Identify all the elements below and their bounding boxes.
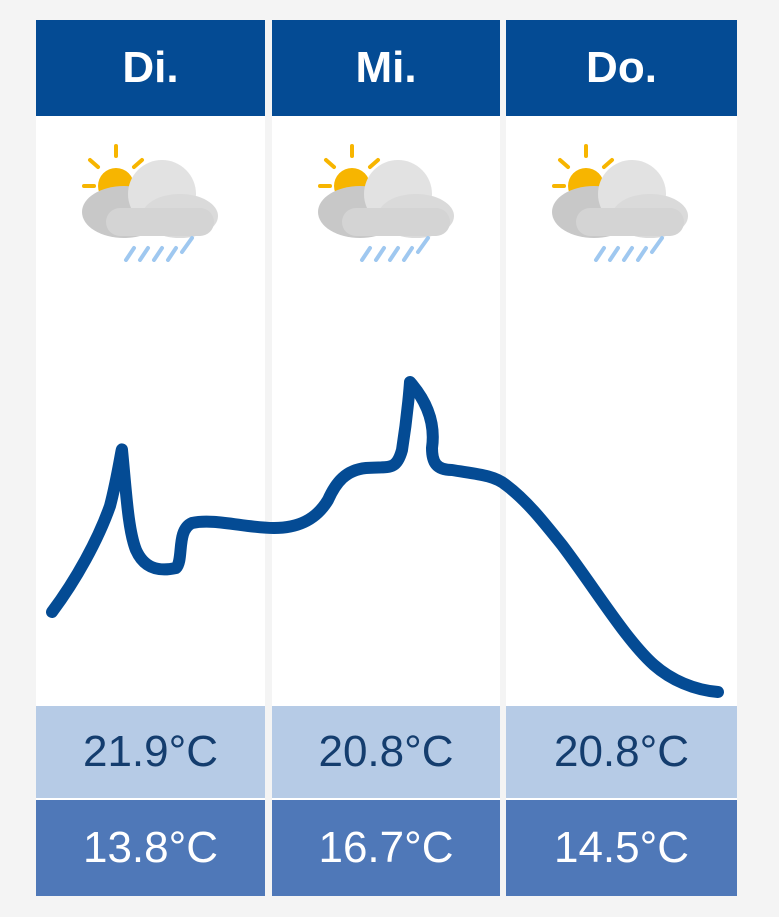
- sun-cloud-rain-icon: [552, 144, 688, 262]
- day-1-header: Di.: [36, 20, 265, 116]
- day-2-min-temp: 16.7°C: [272, 800, 500, 896]
- weather-forecast-widget: Di. 21.9°C 13.8°C Mi.: [36, 20, 737, 896]
- forecast-day-3[interactable]: Do. 20.8°C 14.5°C: [506, 20, 737, 896]
- day-3-min-temp: 14.5°C: [506, 800, 737, 896]
- day-2-header: Mi.: [272, 20, 500, 116]
- day-3-header: Do.: [506, 20, 737, 116]
- forecast-day-2[interactable]: Mi. 20.8°C 16.7°C: [272, 20, 500, 896]
- sun-cloud-rain-icon: [318, 144, 454, 262]
- day-1-max-temp: 21.9°C: [36, 706, 265, 798]
- sun-cloud-rain-icon: [82, 144, 218, 262]
- day-3-max-temp: 20.8°C: [506, 706, 737, 798]
- day-2-max-temp: 20.8°C: [272, 706, 500, 798]
- day-1-min-temp: 13.8°C: [36, 800, 265, 896]
- forecast-day-1[interactable]: Di. 21.9°C 13.8°C: [36, 20, 265, 896]
